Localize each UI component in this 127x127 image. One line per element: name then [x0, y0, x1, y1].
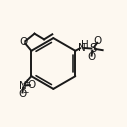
Text: O: O: [94, 36, 102, 46]
Text: O: O: [87, 52, 95, 62]
Text: N: N: [78, 43, 86, 53]
Text: +: +: [23, 78, 29, 87]
Text: −: −: [22, 88, 28, 97]
Text: O: O: [20, 37, 28, 47]
Text: H: H: [81, 40, 89, 50]
Text: O: O: [27, 80, 35, 90]
Text: S: S: [89, 42, 97, 55]
Text: O: O: [18, 89, 27, 99]
Text: N: N: [19, 81, 27, 91]
